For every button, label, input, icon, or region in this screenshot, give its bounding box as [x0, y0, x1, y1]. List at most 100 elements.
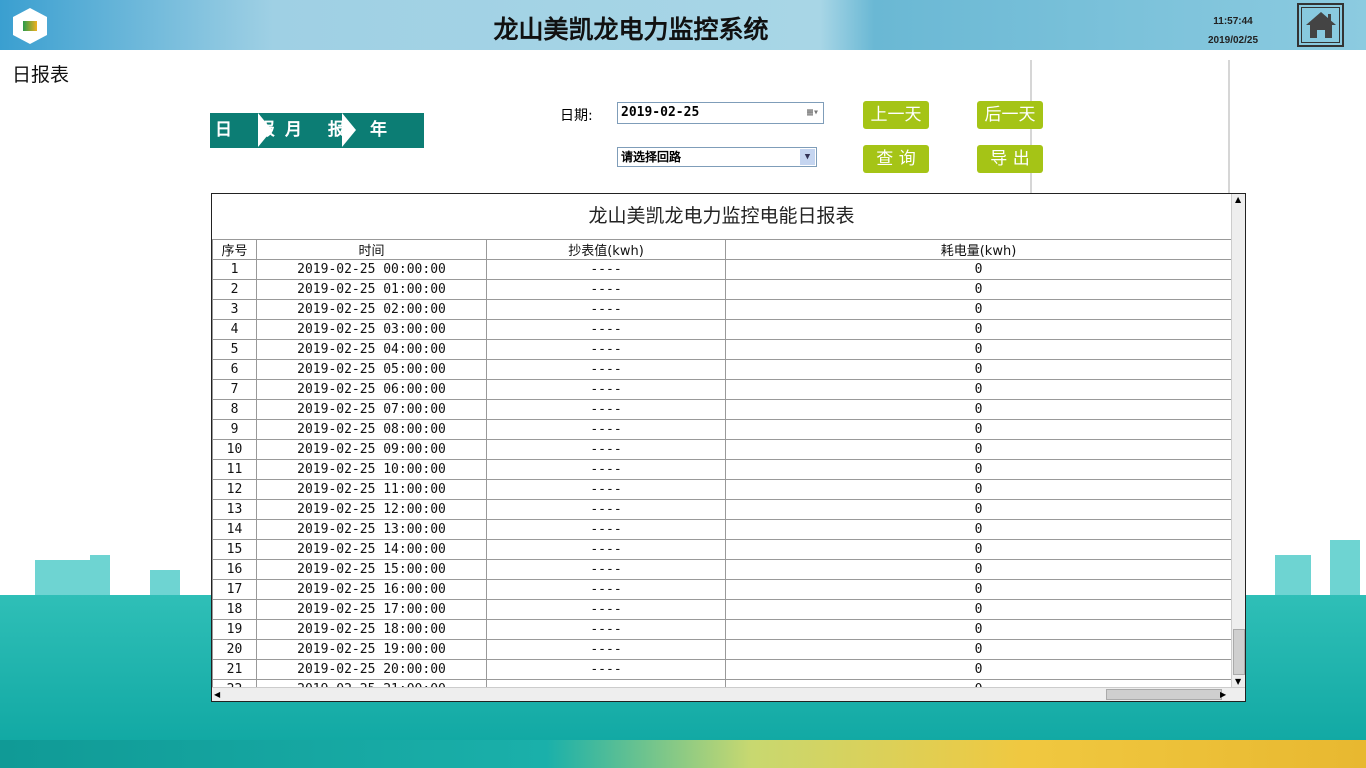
- row-consumption: 0: [725, 359, 1232, 380]
- table-row[interactable]: 10 2019-02-25 09:00:00 ---- 0: [212, 439, 1232, 460]
- row-index: 6: [212, 359, 257, 380]
- table-row[interactable]: 20 2019-02-25 19:00:00 ---- 0: [212, 639, 1232, 660]
- row-consumption: 0: [725, 479, 1232, 500]
- row-index: 18: [212, 599, 257, 620]
- chevron-down-icon[interactable]: ▼: [800, 149, 815, 165]
- row-consumption: 0: [725, 659, 1232, 680]
- prev-day-button[interactable]: 上一天: [863, 101, 929, 129]
- date-input[interactable]: 2019-02-25 ▦▾: [617, 102, 824, 124]
- row-index: 21: [212, 659, 257, 680]
- table-row[interactable]: 15 2019-02-25 14:00:00 ---- 0: [212, 539, 1232, 560]
- report-panel: 龙山美凯龙电力监控电能日报表 序号 时间 抄表值(kwh) 耗电量(kwh) 1…: [211, 193, 1246, 702]
- table-row[interactable]: 18 2019-02-25 17:00:00 ---- 0: [212, 599, 1232, 620]
- home-button[interactable]: [1297, 3, 1344, 47]
- row-consumption: 0: [725, 579, 1232, 600]
- date-label: 日期:: [560, 108, 593, 124]
- row-index: 17: [212, 579, 257, 600]
- row-time: 2019-02-25 13:00:00: [256, 519, 487, 540]
- row-reading: ----: [486, 299, 726, 320]
- table-row[interactable]: 12 2019-02-25 11:00:00 ---- 0: [212, 479, 1232, 500]
- row-reading: ----: [486, 419, 726, 440]
- row-index: 13: [212, 499, 257, 520]
- table-row[interactable]: 21 2019-02-25 20:00:00 ---- 0: [212, 659, 1232, 680]
- row-consumption: 0: [725, 299, 1232, 320]
- vertical-scroll-thumb[interactable]: [1233, 629, 1245, 675]
- table-row[interactable]: 9 2019-02-25 08:00:00 ---- 0: [212, 419, 1232, 440]
- vertical-scrollbar[interactable]: ▲ ▼: [1231, 194, 1245, 687]
- tab-yearly[interactable]: 年 报: [370, 120, 397, 175]
- row-consumption: 0: [725, 539, 1232, 560]
- horizontal-scrollbar[interactable]: ◀ ▶: [212, 687, 1245, 701]
- row-time: 2019-02-25 20:00:00: [256, 659, 487, 680]
- row-consumption: 0: [725, 439, 1232, 460]
- row-index: 2: [212, 279, 257, 300]
- row-consumption: 0: [725, 619, 1232, 640]
- row-reading: ----: [486, 479, 726, 500]
- row-time: 2019-02-25 09:00:00: [256, 439, 487, 460]
- row-time: 2019-02-25 07:00:00: [256, 399, 487, 420]
- page-title: 日报表: [12, 64, 70, 86]
- row-time: 2019-02-25 08:00:00: [256, 419, 487, 440]
- horizontal-scroll-thumb[interactable]: [1106, 689, 1222, 700]
- row-consumption: 0: [725, 259, 1232, 280]
- query-button[interactable]: 查 询: [863, 145, 929, 173]
- row-time: 2019-02-25 06:00:00: [256, 379, 487, 400]
- report-table: 序号 时间 抄表值(kwh) 耗电量(kwh) 1 2019-02-25 00:0…: [212, 239, 1232, 700]
- row-consumption: 0: [725, 499, 1232, 520]
- clock-date: 2019/02/25: [1207, 35, 1259, 46]
- circuit-select[interactable]: 请选择回路 ▼: [617, 147, 817, 167]
- table-row[interactable]: 5 2019-02-25 04:00:00 ---- 0: [212, 339, 1232, 360]
- table-row[interactable]: 6 2019-02-25 05:00:00 ---- 0: [212, 359, 1232, 380]
- row-reading: ----: [486, 599, 726, 620]
- col-time: 时间: [256, 239, 487, 260]
- next-day-button[interactable]: 后一天: [977, 101, 1043, 129]
- tab-daily[interactable]: 日 报: [215, 120, 285, 140]
- table-row[interactable]: 14 2019-02-25 13:00:00 ---- 0: [212, 519, 1232, 540]
- table-row[interactable]: 16 2019-02-25 15:00:00 ---- 0: [212, 559, 1232, 580]
- row-index: 14: [212, 519, 257, 540]
- row-index: 12: [212, 479, 257, 500]
- row-time: 2019-02-25 15:00:00: [256, 559, 487, 580]
- row-reading: ----: [486, 539, 726, 560]
- row-consumption: 0: [725, 339, 1232, 360]
- clock-time: 11:57:44: [1213, 16, 1253, 27]
- row-reading: ----: [486, 659, 726, 680]
- row-reading: ----: [486, 319, 726, 340]
- row-consumption: 0: [725, 599, 1232, 620]
- bottom-strip: [0, 740, 1366, 768]
- row-reading: ----: [486, 499, 726, 520]
- table-row[interactable]: 2 2019-02-25 01:00:00 ---- 0: [212, 279, 1232, 300]
- table-row[interactable]: 4 2019-02-25 03:00:00 ---- 0: [212, 319, 1232, 340]
- row-index: 16: [212, 559, 257, 580]
- row-time: 2019-02-25 05:00:00: [256, 359, 487, 380]
- row-time: 2019-02-25 02:00:00: [256, 299, 487, 320]
- date-value: 2019-02-25: [621, 105, 700, 120]
- row-consumption: 0: [725, 559, 1232, 580]
- row-index: 11: [212, 459, 257, 480]
- row-time: 2019-02-25 19:00:00: [256, 639, 487, 660]
- export-button[interactable]: 导 出: [977, 145, 1043, 173]
- calendar-icon[interactable]: ▦▾: [806, 107, 819, 118]
- row-reading: ----: [486, 339, 726, 360]
- table-row[interactable]: 17 2019-02-25 16:00:00 ---- 0: [212, 579, 1232, 600]
- row-consumption: 0: [725, 379, 1232, 400]
- row-consumption: 0: [725, 519, 1232, 540]
- table-row[interactable]: 7 2019-02-25 06:00:00 ---- 0: [212, 379, 1232, 400]
- row-time: 2019-02-25 17:00:00: [256, 599, 487, 620]
- col-index: 序号: [212, 239, 257, 260]
- row-reading: ----: [486, 399, 726, 420]
- row-reading: ----: [486, 259, 726, 280]
- table-row[interactable]: 8 2019-02-25 07:00:00 ---- 0: [212, 399, 1232, 420]
- system-title: 龙山美凯龙电力监控系统: [493, 15, 769, 44]
- row-reading: ----: [486, 359, 726, 380]
- table-row[interactable]: 13 2019-02-25 12:00:00 ---- 0: [212, 499, 1232, 520]
- table-row[interactable]: 3 2019-02-25 02:00:00 ---- 0: [212, 299, 1232, 320]
- tab-monthly[interactable]: 月 报: [285, 120, 355, 140]
- row-index: 1: [212, 259, 257, 280]
- table-row[interactable]: 19 2019-02-25 18:00:00 ---- 0: [212, 619, 1232, 640]
- row-reading: ----: [486, 579, 726, 600]
- table-row[interactable]: 1 2019-02-25 00:00:00 ---- 0: [212, 259, 1232, 280]
- table-row[interactable]: 11 2019-02-25 10:00:00 ---- 0: [212, 459, 1232, 480]
- row-index: 19: [212, 619, 257, 640]
- row-index: 20: [212, 639, 257, 660]
